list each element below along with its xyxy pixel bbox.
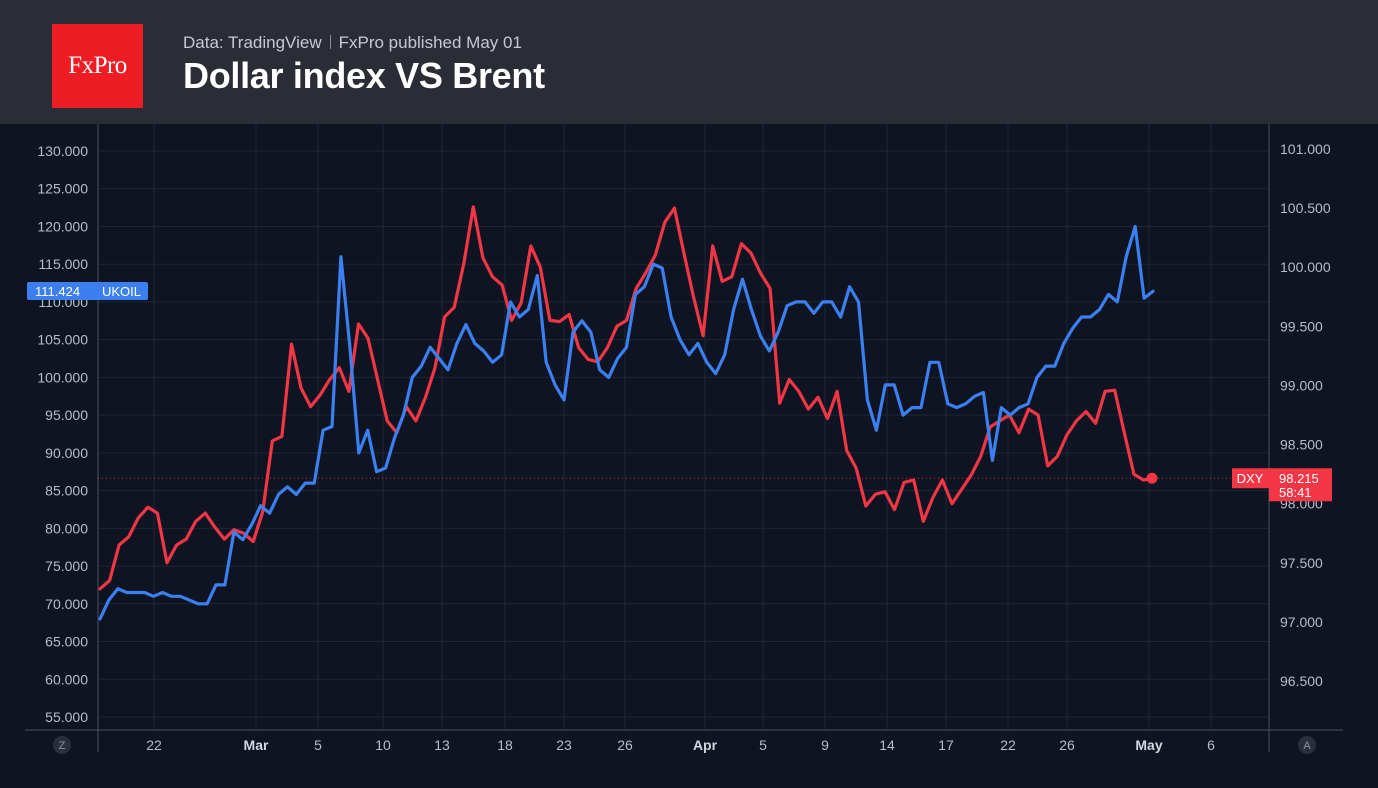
x-tick-label-15: May <box>1135 737 1162 753</box>
x-tick-label-1: Mar <box>244 737 269 753</box>
right-tick-label-8: 97.000 <box>1280 614 1323 630</box>
right-tick-label-1: 100.500 <box>1280 200 1331 216</box>
left-tick-label-0: 130.000 <box>37 143 88 159</box>
fxpro-logo: FxPro <box>52 24 143 108</box>
x-tick-label-10: 9 <box>821 737 829 753</box>
left-tick-label-6: 100.000 <box>37 369 88 385</box>
page-title: Dollar index VS Brent <box>183 55 545 96</box>
x-tick-label-7: 26 <box>617 737 633 753</box>
x-tick-label-4: 13 <box>434 737 450 753</box>
right-tick-label-2: 100.000 <box>1280 259 1331 275</box>
right-tick-label-0: 101.000 <box>1280 141 1331 157</box>
x-tick-label-16: 6 <box>1207 737 1215 753</box>
x-tick-label-3: 10 <box>375 737 391 753</box>
x-tick-label-9: 5 <box>759 737 767 753</box>
dxy-name-tag <box>1232 468 1272 489</box>
chart-svg: 130.000125.000120.000115.000110.000105.0… <box>25 124 1343 754</box>
right-tick-label-4: 99.000 <box>1280 377 1323 393</box>
left-tick-label-9: 85.000 <box>45 483 88 499</box>
chart-area: 130.000 125.000 120.000 115.000 110.000 105.0… <box>0 124 1378 788</box>
x-tick-label-0: 22 <box>146 737 162 753</box>
x-tick-label-2: 5 <box>314 737 322 753</box>
x-tick-label-14: 26 <box>1059 737 1075 753</box>
left-tick-label-8: 90.000 <box>45 445 88 461</box>
dxy-series-name: DXY <box>1237 471 1264 486</box>
left-tick-label-14: 60.000 <box>45 671 88 687</box>
header-bar: FxPro Data: TradingView FxPro published M… <box>0 0 1378 124</box>
ukoil-price-value: 111.424 <box>35 284 80 299</box>
left-tick-label-1: 125.000 <box>37 181 88 197</box>
left-tick-label-11: 75.000 <box>45 558 88 574</box>
right-scale-badge[interactable] <box>1298 736 1316 754</box>
ukoil-price-tag <box>27 282 148 300</box>
left-scale-badge-label: Z <box>59 740 66 752</box>
right-tick-label-9: 96.500 <box>1280 673 1323 689</box>
right-tick-label-3: 99.500 <box>1280 318 1323 334</box>
x-tick-label-5: 18 <box>497 737 513 753</box>
left-scale-badge[interactable] <box>53 736 71 754</box>
left-tick-label-7: 95.000 <box>45 407 88 423</box>
left-tick-label-15: 55.000 <box>45 709 88 725</box>
left-tick-label-2: 120.000 <box>37 218 88 234</box>
right-tick-label-5: 98.500 <box>1280 437 1323 453</box>
source-line: Data: TradingView FxPro published May 01 <box>183 33 522 53</box>
data-source: Data: TradingView <box>183 33 322 52</box>
left-tick-label-5: 105.000 <box>37 332 88 348</box>
dxy-price-value: 98.215 <box>1279 471 1319 486</box>
dxy-price-tag <box>1269 468 1332 502</box>
dxy-line <box>98 205 1155 591</box>
left-tick-label-10: 80.000 <box>45 520 88 536</box>
published-date: FxPro published May 01 <box>338 33 522 52</box>
x-tick-label-13: 22 <box>1000 737 1016 753</box>
x-tick-label-11: 14 <box>879 737 895 753</box>
x-tick-label-6: 23 <box>556 737 572 753</box>
dxy-last-point <box>1146 472 1158 484</box>
ukoil-line <box>98 224 1155 621</box>
left-tick-label-12: 70.000 <box>45 596 88 612</box>
x-tick-label-12: 17 <box>938 737 954 753</box>
x-tick-label-8: Apr <box>693 737 718 753</box>
dxy-countdown: 58:41 <box>1279 485 1312 500</box>
divider <box>329 35 331 49</box>
left-tick-label-13: 65.000 <box>45 634 88 650</box>
right-scale-badge-label: A <box>1303 740 1311 752</box>
right-tick-label-7: 97.500 <box>1280 555 1323 571</box>
ukoil-series-name: UKOIL <box>102 284 141 299</box>
left-tick-label-3: 115.000 <box>38 256 88 272</box>
